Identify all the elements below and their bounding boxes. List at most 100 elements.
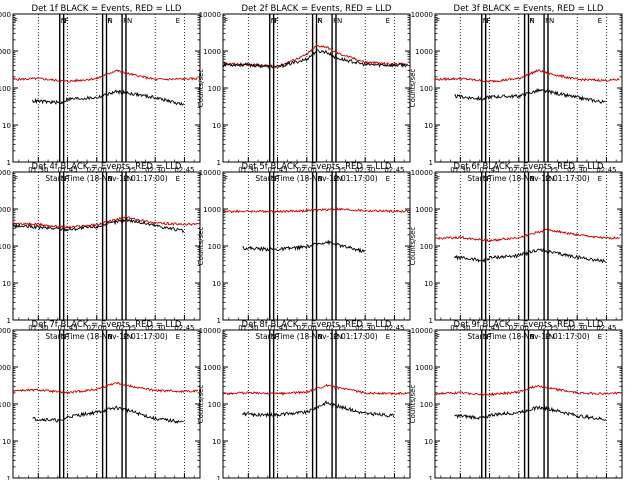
flag-marker: F [108, 17, 112, 25]
chart-panel-3: Det 3f BLACK = Events, RED = LLD 1 10 100 10… [409, 4, 623, 183]
x-tick-label: 02:30 [567, 324, 587, 332]
y-tick-label: 1 [7, 159, 11, 167]
flag-marker: E [598, 333, 602, 341]
flag-marker: N [483, 17, 488, 25]
flag-marker: F [123, 17, 127, 25]
y-tick-label: 1 [7, 475, 11, 480]
y-tick-label: 100 [0, 85, 11, 93]
x-tick-label: 02:30 [355, 324, 375, 332]
flag-marker: F [530, 333, 534, 341]
chart-title: Det 3f BLACK = Events, RED = LLD [454, 4, 604, 14]
flag-marker: F [65, 175, 69, 183]
x-tick-label: 02:30 [145, 166, 165, 174]
chart-title: Det 5f BLACK = Events, RED = LLD [242, 162, 392, 172]
y-tick-label: 1000 [0, 206, 11, 214]
y-tick-label: 10 [424, 122, 433, 130]
flag-marker: F [545, 17, 549, 25]
y-tick-label: 10000 [199, 11, 221, 19]
x-tick-label: 02:45 [384, 166, 404, 174]
flag-marker: F [333, 175, 337, 183]
x-tick-label: 01:30 [238, 166, 258, 174]
y-tick-label: 1 [7, 317, 11, 325]
chart-title: Det 1f BLACK = Events, RED = LLD [32, 4, 182, 14]
y-tick-label: 10 [212, 438, 221, 446]
flag-marker: F [275, 17, 279, 25]
flag-marker: N [530, 17, 535, 25]
y-tick-label: 1000 [415, 48, 433, 56]
y-tick-label: 1000 [415, 206, 433, 214]
flag-marker: F [14, 175, 18, 183]
flag-marker: E [598, 175, 602, 183]
y-tick-label: 10 [212, 280, 221, 288]
flag-marker: E [386, 333, 390, 341]
flag-marker: F [224, 17, 228, 25]
x-tick-label: 02:30 [567, 166, 587, 174]
flag-marker: F [436, 175, 440, 183]
x-tick-label: 02:00 [87, 324, 107, 332]
y-tick-label: 10000 [411, 169, 433, 177]
x-tick-label: 01:30 [28, 324, 48, 332]
x-tick-label: 02:00 [87, 166, 107, 174]
chart-panel-1: Det 1f BLACK = Events, RED = LLD 1 10 100 10… [0, 4, 201, 183]
y-axis-label: Counts/sec [409, 227, 417, 266]
y-tick-label: 1 [429, 475, 433, 480]
chart-panel-2: Det 2f BLACK = Events, RED = LLD 1 10 100 10… [197, 4, 411, 183]
events-series-line [32, 89, 184, 106]
y-tick-label: 1000 [203, 206, 221, 214]
flag-marker: F [224, 333, 228, 341]
y-tick-label: 10000 [411, 11, 433, 19]
y-tick-label: 100 [208, 401, 221, 409]
x-tick-label: 02:45 [596, 166, 616, 174]
chart-title: Det 6f BLACK = Events, RED = LLD [454, 162, 604, 172]
flag-marker: E [176, 17, 180, 25]
flag-marker: F [333, 17, 337, 25]
y-tick-label: 1000 [203, 364, 221, 372]
lld-series-line [434, 384, 620, 397]
flag-marker: F [530, 17, 534, 25]
flag-marker: F [224, 175, 228, 183]
flag-marker: F [108, 333, 112, 341]
chart-panel-5: Det 5f BLACK = Events, RED = LLD11010010… [197, 162, 411, 341]
flag-marker: F [487, 333, 491, 341]
x-tick-label: 01:45 [267, 324, 287, 332]
x-tick-label: 01:30 [450, 324, 470, 332]
flag-marker: N [127, 175, 132, 183]
y-tick-label: 10000 [199, 327, 221, 335]
flag-marker: N [549, 17, 554, 25]
events-series-line [32, 405, 184, 424]
y-axis-label: Counts/sec [409, 69, 417, 108]
y-tick-label: 100 [208, 243, 221, 251]
y-tick-label: 100 [420, 85, 433, 93]
flag-marker: E [386, 17, 390, 25]
x-tick-label: 02:45 [384, 324, 404, 332]
flag-marker: F [545, 333, 549, 341]
x-tick-label: 02:30 [145, 324, 165, 332]
x-tick-label: 02:00 [509, 166, 529, 174]
chart-panel-4: Det 4f BLACK = Events, RED = LLD11010010… [0, 162, 201, 341]
flag-marker: N [108, 17, 113, 25]
events-series-line [222, 48, 408, 70]
flag-marker: E [386, 175, 390, 183]
y-tick-label: 100 [420, 243, 433, 251]
chart-title: Det 8f BLACK = Events, RED = LLD [242, 320, 392, 330]
y-axis-label: Counts/sec [197, 227, 205, 266]
flag-marker: F [14, 17, 18, 25]
flag-marker: N [271, 333, 276, 341]
events-series-line [454, 405, 606, 422]
flag-marker: N [483, 333, 488, 341]
lld-series-line [12, 215, 198, 229]
chart-title: Det 2f BLACK = Events, RED = LLD [242, 4, 392, 14]
flag-marker: F [318, 333, 322, 341]
chart-panel-9: Det 9f BLACK = Events, RED = LLD11010010… [409, 320, 623, 480]
flag-marker: N [127, 17, 132, 25]
flag-marker: F [436, 333, 440, 341]
lld-series-line [222, 383, 408, 396]
flag-marker: F [487, 175, 491, 183]
x-tick-label: 01:45 [267, 166, 287, 174]
flag-marker: N [318, 333, 323, 341]
y-axis-label: Counts/sec [197, 385, 205, 424]
flag-marker: F [65, 333, 69, 341]
flag-marker: F [275, 333, 279, 341]
chart-title: Det 4f BLACK = Events, RED = LLD [32, 162, 182, 172]
flag-marker: N [549, 333, 554, 341]
